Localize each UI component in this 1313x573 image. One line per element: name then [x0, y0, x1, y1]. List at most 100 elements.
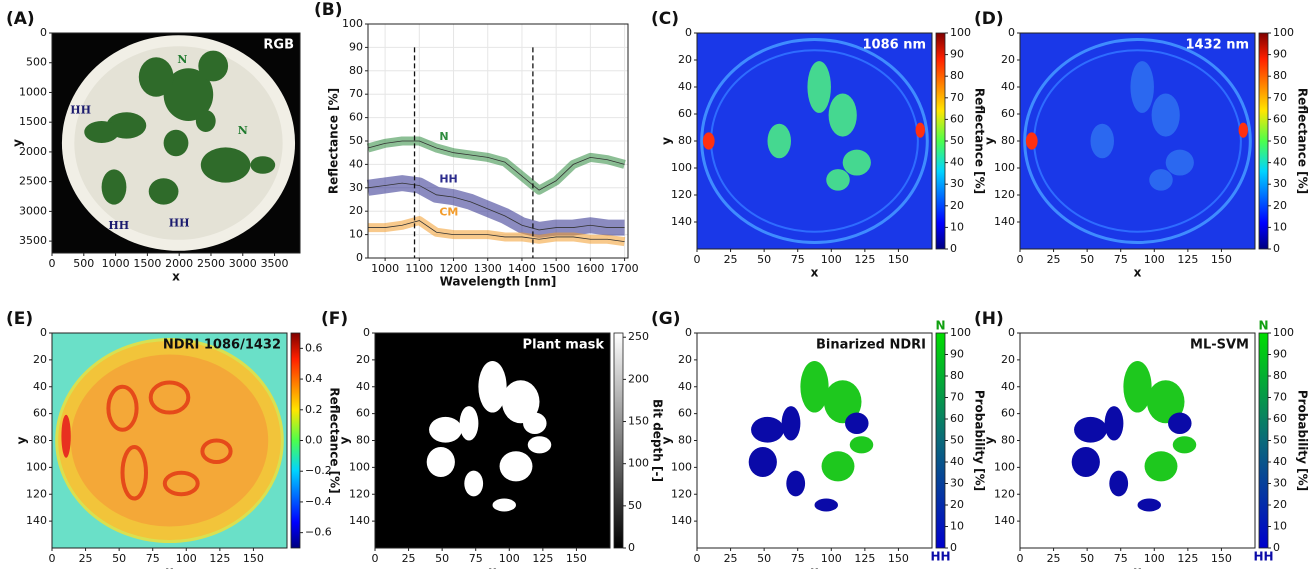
x-tick-label: 1500 — [133, 257, 161, 270]
y-tick-label: 40 — [349, 157, 363, 170]
y-tick-label: 3500 — [19, 234, 47, 247]
x-tick-label: 0 — [49, 257, 56, 270]
colorbar-tick-label: 10 — [950, 220, 964, 233]
panel-title: Plant mask — [523, 338, 605, 353]
y-tick-label: 60 — [33, 407, 47, 420]
image-region — [1090, 123, 1114, 159]
y-tick-label: 80 — [356, 434, 370, 447]
colorbar-label: Reflectance [%] — [1296, 88, 1310, 194]
y-tick-label: 80 — [678, 134, 692, 147]
image-region — [1146, 380, 1185, 424]
image-region — [786, 470, 806, 497]
colorbar-top-label: N — [1258, 319, 1268, 333]
image-region — [198, 50, 229, 82]
x-tick-label: 2500 — [197, 257, 225, 270]
panel-label: (H) — [974, 309, 1004, 329]
colorbar-tick-label: 10 — [1273, 520, 1287, 533]
y-tick-label: 100 — [26, 460, 47, 473]
x-axis-label: Wavelength [nm] — [440, 275, 557, 289]
colorbar — [935, 32, 946, 250]
x-tick-label: 25 — [79, 552, 93, 565]
colorbar-label: Reflectance [%] — [973, 88, 987, 194]
colorbar-tick-label: 10 — [1273, 220, 1287, 233]
image-region — [250, 156, 276, 174]
y-tick-label: 100 — [342, 17, 363, 30]
colorbar-top-label: N — [935, 319, 945, 333]
colorbar-bottom-label: HH — [1253, 550, 1273, 564]
image-region — [200, 147, 251, 183]
image-region — [492, 498, 516, 512]
y-tick-label: 10 — [349, 228, 363, 241]
series-label: CM — [439, 206, 458, 219]
x-tick-label: 100 — [176, 552, 197, 565]
y-axis-label: y — [15, 436, 29, 444]
image-region — [499, 451, 533, 482]
colorbar-tick-label: 250 — [628, 330, 649, 343]
image-region — [1168, 412, 1192, 435]
image-region — [61, 414, 71, 458]
colorbar-tick-label: 100 — [950, 326, 971, 339]
colorbar-tick-label: 80 — [950, 69, 964, 82]
y-tick-label: 20 — [678, 353, 692, 366]
colorbar-tick-label: 0 — [950, 242, 957, 255]
colorbar-tick-label: 0 — [628, 541, 635, 554]
x-tick-label: 25 — [724, 253, 738, 266]
image-region — [120, 444, 148, 501]
y-tick-label: 80 — [678, 434, 692, 447]
panel-label: (F) — [321, 309, 348, 329]
y-axis-label: Reflectance [%] — [327, 88, 341, 194]
colorbar-tick-label: 60 — [1273, 112, 1287, 125]
image-region — [478, 360, 507, 413]
x-axis-label: x — [1134, 266, 1142, 280]
panel-title: ML-SVM — [1190, 338, 1249, 353]
image-region — [814, 498, 838, 512]
x-tick-label: 100 — [499, 552, 520, 565]
image-region — [70, 354, 269, 527]
annotation: HH — [70, 103, 91, 116]
panel-label: (E) — [6, 309, 33, 329]
colorbar-tick-label: 0 — [1273, 242, 1280, 255]
colorbar-tick-label: 30 — [1273, 477, 1287, 490]
x-tick-label: 500 — [73, 257, 94, 270]
colorbar-tick-label: 20 — [950, 498, 964, 511]
colorbar-tick-label: 70 — [950, 391, 964, 404]
panel: (D)1432 nm0 25 50 75 100 125 15002040608010012… — [974, 9, 1310, 280]
y-tick-label: 60 — [678, 107, 692, 120]
y-tick-label: 20 — [349, 204, 363, 217]
x-tick-label: 50 — [1080, 253, 1094, 266]
x-tick-label: 50 — [112, 552, 126, 565]
x-tick-label: 125 — [532, 552, 553, 565]
y-tick-label: 140 — [994, 514, 1015, 527]
image-region — [459, 406, 479, 441]
image-region — [1074, 416, 1107, 443]
colorbar-label: Probability [%] — [1296, 390, 1310, 491]
image-region — [501, 380, 540, 424]
x-axis-label: x — [1134, 565, 1142, 570]
y-tick-label: 60 — [1001, 407, 1015, 420]
panel-label: (C) — [651, 9, 679, 29]
image-region — [821, 451, 855, 482]
x-tick-label: 75 — [1114, 253, 1128, 266]
x-tick-label: 100 — [821, 253, 842, 266]
image-region — [1137, 498, 1161, 512]
image-region — [101, 169, 127, 205]
y-tick-label: 120 — [994, 188, 1015, 201]
y-tick-label: 20 — [678, 53, 692, 66]
x-tick-label: 25 — [724, 552, 738, 565]
x-tick-label: 125 — [209, 552, 230, 565]
y-tick-label: 60 — [349, 111, 363, 124]
image-region — [429, 416, 462, 443]
panel-label: (A) — [6, 9, 35, 29]
colorbar-tick-label: 90 — [1273, 348, 1287, 361]
colorbar-tick-label: −0.6 — [305, 526, 332, 539]
x-tick-label: 100 — [821, 552, 842, 565]
colorbar — [290, 332, 301, 549]
x-tick-label: 150 — [243, 552, 264, 565]
panel: (C)1086 nm0 25 50 75 100 125 15002040608010012… — [651, 9, 987, 280]
x-tick-label: 0 — [694, 552, 701, 565]
colorbar-tick-label: 50 — [950, 434, 964, 447]
y-tick-label: 120 — [26, 487, 47, 500]
x-tick-label: 25 — [1047, 552, 1061, 565]
